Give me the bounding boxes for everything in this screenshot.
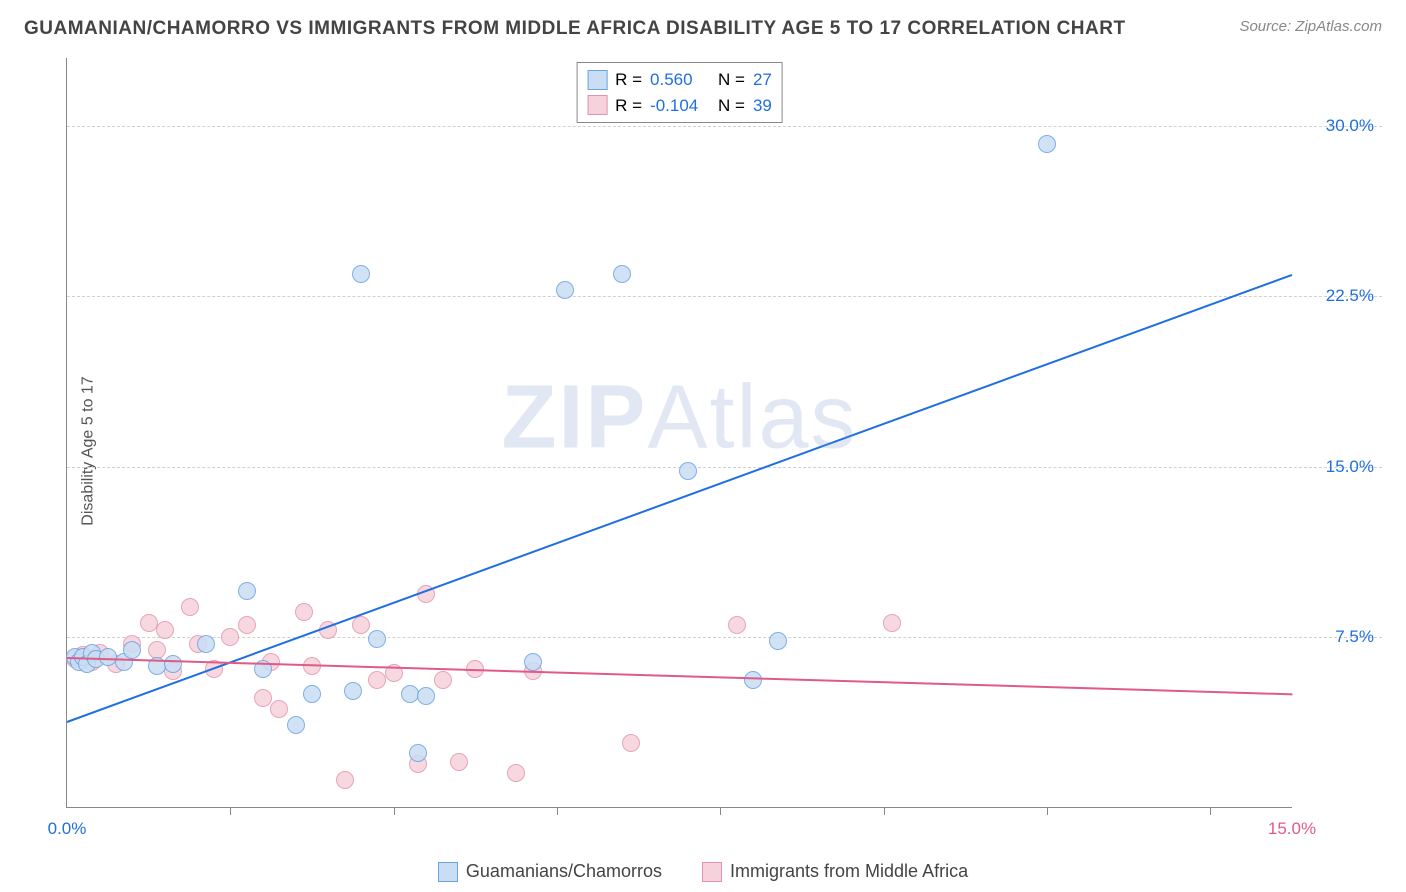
gridline (67, 296, 1382, 297)
legend-stats-box: R = 0.560 N = 27 R = -0.104 N = 39 (576, 62, 783, 123)
legend-bottom: Guamanians/Chamorros Immigrants from Mid… (0, 861, 1406, 882)
data-point (221, 628, 239, 646)
data-point (287, 716, 305, 734)
data-point (368, 671, 386, 689)
data-point (344, 682, 362, 700)
data-point (883, 614, 901, 632)
data-point (352, 265, 370, 283)
watermark-zip: ZIP (501, 367, 647, 467)
legend-swatch-icon (702, 862, 722, 882)
data-point (238, 616, 256, 634)
x-tick (1047, 807, 1048, 815)
data-point (434, 671, 452, 689)
data-point (728, 616, 746, 634)
y-tick-label: 15.0% (1326, 457, 1374, 477)
data-point (556, 281, 574, 299)
chart-wrap: Disability Age 5 to 17 ZIPAtlas R = 0.56… (50, 58, 1382, 844)
legend-stats-row: R = 0.560 N = 27 (587, 67, 772, 93)
legend-item-series-a: Guamanians/Chamorros (438, 861, 662, 882)
legend-stats-row: R = -0.104 N = 39 (587, 93, 772, 119)
y-tick-label: 22.5% (1326, 286, 1374, 306)
x-tick-label-min: 0.0% (48, 819, 87, 839)
y-tick-label: 30.0% (1326, 116, 1374, 136)
data-point (409, 744, 427, 762)
data-point (769, 632, 787, 650)
x-tick-label-max: 15.0% (1268, 819, 1316, 839)
data-point (622, 734, 640, 752)
data-point (613, 265, 631, 283)
y-tick-label: 7.5% (1335, 627, 1374, 647)
gridline (67, 637, 1382, 638)
data-point (156, 621, 174, 639)
legend-r-label: R = (615, 93, 642, 119)
legend-r-value-a: 0.560 (650, 67, 710, 93)
legend-swatch-icon (438, 862, 458, 882)
chart-title: GUAMANIAN/CHAMORRO VS IMMIGRANTS FROM MI… (24, 18, 1126, 40)
data-point (254, 689, 272, 707)
x-tick (557, 807, 558, 815)
title-bar: GUAMANIAN/CHAMORRO VS IMMIGRANTS FROM MI… (0, 0, 1406, 48)
data-point (1038, 135, 1056, 153)
data-point (401, 685, 419, 703)
data-point (164, 655, 182, 673)
data-point (270, 700, 288, 718)
data-point (123, 641, 141, 659)
data-point (679, 462, 697, 480)
legend-label-series-b: Immigrants from Middle Africa (730, 861, 968, 882)
data-point (336, 771, 354, 789)
legend-swatch-series-b (587, 95, 607, 115)
legend-n-value-a: 27 (753, 67, 772, 93)
watermark-atlas: Atlas (647, 367, 857, 467)
source-label: Source: ZipAtlas.com (1239, 18, 1382, 35)
legend-n-label: N = (718, 67, 745, 93)
data-point (352, 616, 370, 634)
data-point (140, 614, 158, 632)
gridline (67, 126, 1382, 127)
data-point (450, 753, 468, 771)
legend-swatch-series-a (587, 70, 607, 90)
x-tick (394, 807, 395, 815)
data-point (524, 653, 542, 671)
x-tick (720, 807, 721, 815)
trend-line (67, 657, 1292, 695)
data-point (295, 603, 313, 621)
data-point (303, 685, 321, 703)
plot-area: ZIPAtlas R = 0.560 N = 27 R = -0.104 N =… (66, 58, 1292, 808)
legend-n-value-b: 39 (753, 93, 772, 119)
data-point (417, 687, 435, 705)
data-point (238, 582, 256, 600)
data-point (197, 635, 215, 653)
gridline (67, 467, 1382, 468)
legend-r-label: R = (615, 67, 642, 93)
data-point (744, 671, 762, 689)
legend-r-value-b: -0.104 (650, 93, 710, 119)
x-tick (230, 807, 231, 815)
x-tick (1210, 807, 1211, 815)
data-point (368, 630, 386, 648)
data-point (507, 764, 525, 782)
legend-label-series-a: Guamanians/Chamorros (466, 861, 662, 882)
data-point (181, 598, 199, 616)
trend-line (67, 274, 1293, 723)
x-tick (884, 807, 885, 815)
legend-item-series-b: Immigrants from Middle Africa (702, 861, 968, 882)
legend-n-label: N = (718, 93, 745, 119)
